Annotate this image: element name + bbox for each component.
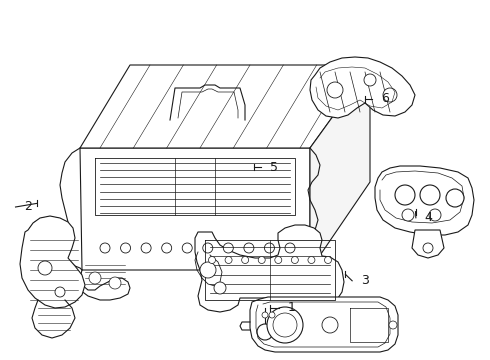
Circle shape	[182, 243, 192, 253]
Circle shape	[265, 243, 274, 253]
Text: 5: 5	[270, 161, 277, 174]
Polygon shape	[310, 57, 415, 118]
Circle shape	[209, 256, 216, 264]
Text: 6: 6	[381, 93, 389, 105]
Circle shape	[258, 256, 265, 264]
Circle shape	[203, 243, 213, 253]
Polygon shape	[80, 148, 310, 270]
Circle shape	[262, 312, 268, 318]
Circle shape	[423, 243, 433, 253]
Circle shape	[225, 256, 232, 264]
Circle shape	[275, 256, 282, 264]
Circle shape	[324, 256, 332, 264]
Circle shape	[55, 287, 65, 297]
Circle shape	[327, 82, 343, 98]
Circle shape	[285, 243, 295, 253]
Circle shape	[200, 262, 216, 278]
Circle shape	[429, 209, 441, 221]
Circle shape	[383, 88, 397, 102]
Circle shape	[389, 321, 397, 329]
Text: 1: 1	[288, 301, 295, 314]
Polygon shape	[250, 297, 398, 352]
Polygon shape	[195, 225, 344, 312]
Circle shape	[244, 243, 254, 253]
Circle shape	[89, 272, 101, 284]
Circle shape	[395, 185, 415, 205]
Circle shape	[162, 243, 172, 253]
Polygon shape	[412, 230, 444, 258]
Text: 4: 4	[425, 211, 433, 224]
Circle shape	[257, 324, 273, 340]
Circle shape	[121, 243, 130, 253]
Circle shape	[38, 261, 52, 275]
Circle shape	[141, 243, 151, 253]
Circle shape	[402, 209, 414, 221]
Polygon shape	[20, 216, 85, 308]
Circle shape	[223, 243, 233, 253]
Circle shape	[322, 317, 338, 333]
Circle shape	[273, 313, 297, 337]
Circle shape	[267, 307, 303, 343]
Polygon shape	[80, 65, 370, 148]
Circle shape	[420, 185, 440, 205]
Circle shape	[100, 243, 110, 253]
Polygon shape	[375, 166, 474, 235]
Circle shape	[308, 256, 315, 264]
Circle shape	[214, 282, 226, 294]
Circle shape	[242, 256, 248, 264]
Circle shape	[446, 189, 464, 207]
Circle shape	[364, 74, 376, 86]
Circle shape	[269, 312, 275, 318]
Polygon shape	[310, 65, 370, 270]
Circle shape	[292, 256, 298, 264]
Text: 3: 3	[361, 274, 369, 287]
Text: 2: 2	[24, 201, 32, 213]
Circle shape	[109, 277, 121, 289]
